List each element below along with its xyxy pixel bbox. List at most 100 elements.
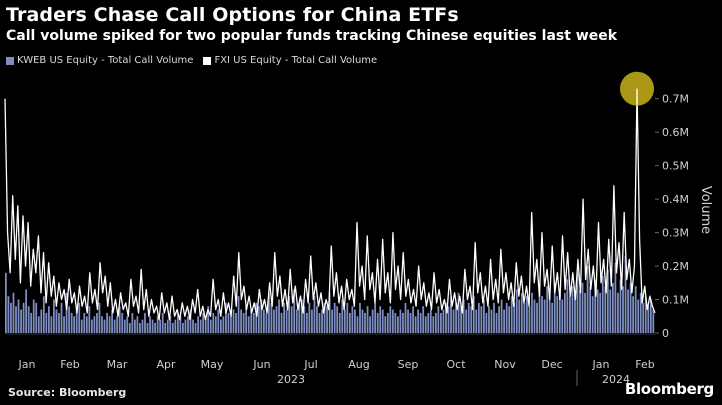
bar-kweb	[379, 306, 382, 333]
bar-kweb	[237, 296, 240, 333]
bar-kweb	[189, 309, 192, 333]
bar-kweb	[477, 302, 480, 333]
bar-kweb	[219, 319, 222, 333]
bar-kweb	[257, 306, 260, 333]
x-tick-label: Jan	[18, 358, 36, 371]
y-tick-label: 0.6M	[662, 126, 689, 139]
bar-kweb	[498, 306, 500, 333]
bar-kweb	[465, 309, 468, 333]
bar-kweb	[146, 322, 149, 333]
bar-kweb	[409, 312, 412, 333]
bar-kweb	[184, 319, 187, 333]
bar-kweb	[136, 316, 139, 333]
bar-kweb	[394, 312, 397, 333]
bar-kweb	[55, 309, 58, 333]
bar-kweb	[548, 292, 551, 333]
bar-kweb	[225, 302, 227, 333]
bar-kweb	[151, 319, 154, 333]
bar-kweb	[174, 319, 177, 333]
bar-kweb	[222, 316, 225, 333]
bar-kweb	[624, 256, 627, 333]
bar-kweb	[475, 309, 478, 333]
bar-kweb	[40, 309, 43, 333]
legend-item-fxi[interactable]: FXI US Equity - Total Call Volume	[203, 55, 377, 66]
bar-kweb	[245, 306, 248, 333]
bar-kweb	[356, 316, 359, 333]
x-tick-label: Jul	[303, 358, 317, 371]
bar-kweb	[305, 312, 308, 333]
bar-kweb	[412, 306, 414, 333]
bloomberg-logo: Bloomberg	[624, 380, 714, 398]
bar-kweb	[513, 302, 516, 333]
bar-kweb	[333, 302, 336, 333]
bar-kweb	[422, 306, 425, 333]
bar-kweb	[75, 309, 78, 333]
bar-kweb	[470, 306, 473, 333]
bar-kweb	[204, 316, 207, 333]
bar-kweb	[543, 299, 546, 333]
y-tick-label: 0	[662, 327, 669, 340]
bar-kweb	[389, 306, 392, 333]
bar-kweb	[278, 299, 280, 333]
x-tick-label: Jan	[592, 358, 610, 371]
bar-kweb	[265, 312, 268, 333]
bar-kweb	[290, 306, 293, 333]
y-tick-label: 0.3M	[662, 227, 689, 240]
bar-kweb	[541, 296, 543, 333]
bar-kweb	[83, 312, 86, 333]
bar-kweb	[12, 292, 15, 333]
bar-kweb	[609, 289, 612, 333]
bar-kweb	[639, 292, 642, 333]
year-label-2024: 2024	[602, 373, 630, 386]
bar-kweb	[113, 319, 116, 333]
bar-kweb	[323, 302, 326, 333]
year-label-2023: 2023	[277, 373, 305, 386]
bar-kweb	[316, 306, 318, 333]
bar-kweb	[434, 312, 437, 333]
bar-kweb	[649, 299, 652, 333]
bar-kweb	[617, 292, 619, 333]
bar-kweb	[528, 306, 531, 333]
legend-item-kweb[interactable]: KWEB US Equity - Total Call Volume	[6, 55, 193, 66]
bar-kweb	[495, 312, 498, 333]
bar-kweb	[214, 316, 217, 333]
bar-kweb	[462, 299, 465, 333]
bar-kweb	[460, 306, 463, 333]
bar-kweb	[637, 299, 640, 333]
bar-kweb	[328, 292, 331, 333]
bar-kweb	[551, 302, 554, 333]
bar-kweb	[262, 309, 265, 333]
bar-kweb	[27, 306, 30, 333]
bar-kweb	[176, 312, 179, 333]
y-tick-label: 0.1M	[662, 294, 689, 307]
bar-kweb	[35, 302, 38, 333]
bar-kweb	[149, 316, 151, 333]
bar-kweb	[123, 319, 126, 333]
bar-kweb	[270, 302, 273, 333]
bar-kweb	[288, 296, 291, 333]
x-tick-label: Dec	[541, 358, 562, 371]
bar-kweb	[121, 312, 124, 333]
bar-kweb	[260, 299, 263, 333]
bar-kweb	[576, 272, 579, 333]
bar-kweb	[101, 316, 103, 333]
bar-kweb	[520, 292, 523, 333]
bar-kweb	[209, 319, 212, 333]
bar-kweb	[622, 286, 624, 333]
bar-kweb	[298, 302, 301, 333]
bar-kweb	[240, 309, 242, 333]
source-note: Source: Bloomberg	[8, 386, 127, 399]
bar-kweb	[553, 282, 556, 333]
bar-kweb	[318, 312, 321, 333]
bar-kweb	[457, 292, 460, 333]
bar-kweb	[424, 316, 427, 333]
bar-kweb	[144, 312, 146, 333]
bar-kweb	[78, 302, 81, 333]
bar-kweb	[437, 306, 440, 333]
bar-kweb	[37, 316, 40, 333]
bar-kweb	[450, 296, 452, 333]
bar-kweb	[556, 296, 559, 333]
bar-kweb	[579, 289, 581, 333]
bar-kweb	[338, 312, 341, 333]
bar-kweb	[308, 302, 311, 333]
